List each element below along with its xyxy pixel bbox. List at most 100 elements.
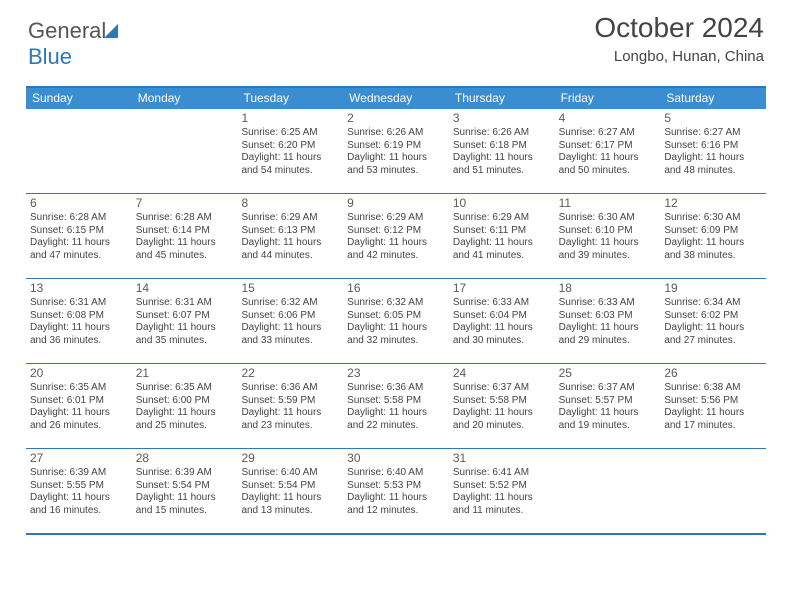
week-row: 13Sunrise: 6:31 AMSunset: 6:08 PMDayligh… xyxy=(26,278,766,363)
daylight-line-1: Daylight: 11 hours xyxy=(30,322,128,335)
empty-day xyxy=(26,109,132,193)
daylight-line-2: and 30 minutes. xyxy=(453,335,551,348)
day-cell: 15Sunrise: 6:32 AMSunset: 6:06 PMDayligh… xyxy=(237,279,343,363)
daylight-line-1: Daylight: 11 hours xyxy=(136,492,234,505)
sunset-line: Sunset: 6:05 PM xyxy=(347,310,445,323)
brand-triangle-icon xyxy=(104,24,118,38)
brand-part2: Blue xyxy=(28,44,72,69)
sunrise-line: Sunrise: 6:28 AM xyxy=(30,212,128,225)
daylight-line-2: and 42 minutes. xyxy=(347,250,445,263)
sunset-line: Sunset: 6:04 PM xyxy=(453,310,551,323)
sunrise-line: Sunrise: 6:39 AM xyxy=(136,467,234,480)
daylight-line-1: Daylight: 11 hours xyxy=(453,407,551,420)
daylight-line-2: and 36 minutes. xyxy=(30,335,128,348)
day-cell: 30Sunrise: 6:40 AMSunset: 5:53 PMDayligh… xyxy=(343,449,449,533)
daylight-line-1: Daylight: 11 hours xyxy=(347,492,445,505)
day-cell: 22Sunrise: 6:36 AMSunset: 5:59 PMDayligh… xyxy=(237,364,343,448)
week-row: 20Sunrise: 6:35 AMSunset: 6:01 PMDayligh… xyxy=(26,363,766,448)
day-cell: 20Sunrise: 6:35 AMSunset: 6:01 PMDayligh… xyxy=(26,364,132,448)
daylight-line-2: and 35 minutes. xyxy=(136,335,234,348)
day-cell: 2Sunrise: 6:26 AMSunset: 6:19 PMDaylight… xyxy=(343,109,449,193)
daylight-line-2: and 39 minutes. xyxy=(559,250,657,263)
sunset-line: Sunset: 6:06 PM xyxy=(241,310,339,323)
daylight-line-2: and 13 minutes. xyxy=(241,505,339,518)
daylight-line-1: Daylight: 11 hours xyxy=(241,322,339,335)
day-cell: 27Sunrise: 6:39 AMSunset: 5:55 PMDayligh… xyxy=(26,449,132,533)
sunrise-line: Sunrise: 6:25 AM xyxy=(241,127,339,140)
location-subtitle: Longbo, Hunan, China xyxy=(614,48,764,65)
day-number: 15 xyxy=(241,281,339,296)
day-number: 3 xyxy=(453,111,551,126)
dow-friday: Friday xyxy=(555,88,661,109)
daylight-line-2: and 29 minutes. xyxy=(559,335,657,348)
sunset-line: Sunset: 5:53 PM xyxy=(347,480,445,493)
daylight-line-1: Daylight: 11 hours xyxy=(664,407,762,420)
sunset-line: Sunset: 6:20 PM xyxy=(241,140,339,153)
day-number: 7 xyxy=(136,196,234,211)
daylight-line-2: and 16 minutes. xyxy=(30,505,128,518)
daylight-line-1: Daylight: 11 hours xyxy=(664,152,762,165)
week-row: 1Sunrise: 6:25 AMSunset: 6:20 PMDaylight… xyxy=(26,109,766,193)
daylight-line-1: Daylight: 11 hours xyxy=(30,237,128,250)
daylight-line-1: Daylight: 11 hours xyxy=(136,237,234,250)
day-number: 2 xyxy=(347,111,445,126)
sunrise-line: Sunrise: 6:27 AM xyxy=(559,127,657,140)
daylight-line-2: and 50 minutes. xyxy=(559,165,657,178)
daylight-line-1: Daylight: 11 hours xyxy=(453,322,551,335)
sunrise-line: Sunrise: 6:36 AM xyxy=(241,382,339,395)
daylight-line-1: Daylight: 11 hours xyxy=(347,237,445,250)
day-cell: 6Sunrise: 6:28 AMSunset: 6:15 PMDaylight… xyxy=(26,194,132,278)
day-number: 25 xyxy=(559,366,657,381)
dow-monday: Monday xyxy=(132,88,238,109)
sunrise-line: Sunrise: 6:41 AM xyxy=(453,467,551,480)
day-number: 14 xyxy=(136,281,234,296)
daylight-line-2: and 11 minutes. xyxy=(453,505,551,518)
daylight-line-2: and 12 minutes. xyxy=(347,505,445,518)
empty-day xyxy=(132,109,238,193)
daylight-line-1: Daylight: 11 hours xyxy=(664,322,762,335)
day-cell: 29Sunrise: 6:40 AMSunset: 5:54 PMDayligh… xyxy=(237,449,343,533)
daylight-line-2: and 25 minutes. xyxy=(136,420,234,433)
sunset-line: Sunset: 5:52 PM xyxy=(453,480,551,493)
week-row: 27Sunrise: 6:39 AMSunset: 5:55 PMDayligh… xyxy=(26,448,766,533)
daylight-line-2: and 22 minutes. xyxy=(347,420,445,433)
daylight-line-2: and 15 minutes. xyxy=(136,505,234,518)
daylight-line-2: and 27 minutes. xyxy=(664,335,762,348)
day-cell: 26Sunrise: 6:38 AMSunset: 5:56 PMDayligh… xyxy=(660,364,766,448)
daylight-line-1: Daylight: 11 hours xyxy=(559,152,657,165)
dow-thursday: Thursday xyxy=(449,88,555,109)
sunset-line: Sunset: 6:08 PM xyxy=(30,310,128,323)
day-number: 5 xyxy=(664,111,762,126)
day-number: 10 xyxy=(453,196,551,211)
sunset-line: Sunset: 6:11 PM xyxy=(453,225,551,238)
daylight-line-1: Daylight: 11 hours xyxy=(30,492,128,505)
daylight-line-1: Daylight: 11 hours xyxy=(241,407,339,420)
day-cell: 10Sunrise: 6:29 AMSunset: 6:11 PMDayligh… xyxy=(449,194,555,278)
sunset-line: Sunset: 6:10 PM xyxy=(559,225,657,238)
sunset-line: Sunset: 5:58 PM xyxy=(453,395,551,408)
week-row: 6Sunrise: 6:28 AMSunset: 6:15 PMDaylight… xyxy=(26,193,766,278)
sunrise-line: Sunrise: 6:40 AM xyxy=(347,467,445,480)
day-cell: 4Sunrise: 6:27 AMSunset: 6:17 PMDaylight… xyxy=(555,109,661,193)
daylight-line-1: Daylight: 11 hours xyxy=(453,152,551,165)
daylight-line-1: Daylight: 11 hours xyxy=(559,407,657,420)
sunrise-line: Sunrise: 6:38 AM xyxy=(664,382,762,395)
daylight-line-2: and 47 minutes. xyxy=(30,250,128,263)
daylight-line-1: Daylight: 11 hours xyxy=(347,407,445,420)
day-cell: 3Sunrise: 6:26 AMSunset: 6:18 PMDaylight… xyxy=(449,109,555,193)
day-cell: 14Sunrise: 6:31 AMSunset: 6:07 PMDayligh… xyxy=(132,279,238,363)
daylight-line-1: Daylight: 11 hours xyxy=(559,322,657,335)
empty-day xyxy=(555,449,661,533)
day-number: 29 xyxy=(241,451,339,466)
daylight-line-1: Daylight: 11 hours xyxy=(241,237,339,250)
sunrise-line: Sunrise: 6:37 AM xyxy=(453,382,551,395)
day-number: 13 xyxy=(30,281,128,296)
day-number: 20 xyxy=(30,366,128,381)
daylight-line-2: and 48 minutes. xyxy=(664,165,762,178)
daylight-line-1: Daylight: 11 hours xyxy=(453,237,551,250)
day-number: 30 xyxy=(347,451,445,466)
sunset-line: Sunset: 6:03 PM xyxy=(559,310,657,323)
sunrise-line: Sunrise: 6:35 AM xyxy=(30,382,128,395)
sunrise-line: Sunrise: 6:36 AM xyxy=(347,382,445,395)
daylight-line-1: Daylight: 11 hours xyxy=(241,492,339,505)
